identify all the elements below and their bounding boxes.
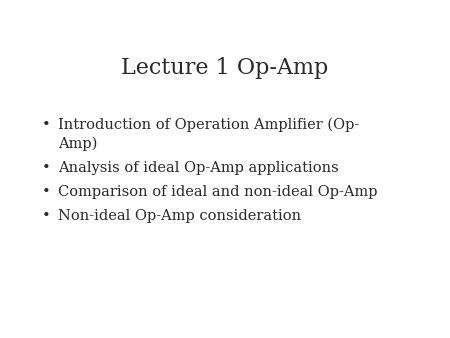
Text: Introduction of Operation Amplifier (Op-: Introduction of Operation Amplifier (Op-	[58, 118, 359, 132]
Text: Analysis of ideal Op-Amp applications: Analysis of ideal Op-Amp applications	[58, 161, 339, 175]
Text: •: •	[42, 209, 51, 223]
Text: Non-ideal Op-Amp consideration: Non-ideal Op-Amp consideration	[58, 209, 301, 223]
Text: •: •	[42, 118, 51, 132]
Text: •: •	[42, 185, 51, 199]
Text: Comparison of ideal and non-ideal Op-Amp: Comparison of ideal and non-ideal Op-Amp	[58, 185, 378, 199]
Text: Amp): Amp)	[58, 137, 97, 151]
Text: Lecture 1 Op-Amp: Lecture 1 Op-Amp	[122, 57, 328, 79]
Text: •: •	[42, 161, 51, 175]
